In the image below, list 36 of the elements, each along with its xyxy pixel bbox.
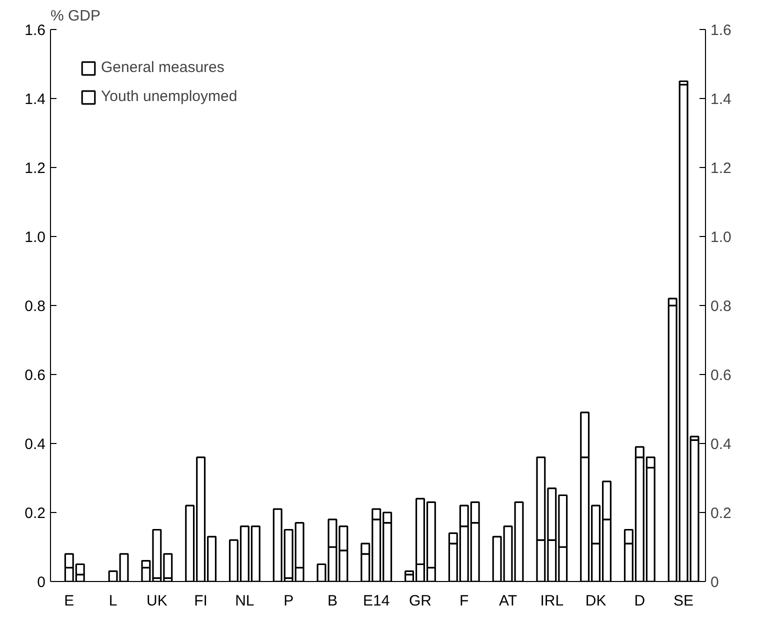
y2-tick-label: 0: [710, 574, 719, 591]
y-tick-label: 0: [37, 574, 46, 591]
x-tick-label: SE: [674, 592, 694, 610]
y2-tick-label: 1.4: [710, 91, 732, 108]
x-tick-label: P: [284, 592, 294, 610]
x-tick-label: F: [460, 592, 469, 610]
x-tick-label: E: [64, 592, 74, 610]
y2-tick-label: 0.8: [710, 298, 732, 315]
y-tick-label: 0.2: [24, 505, 46, 522]
y-tick-label: 1.2: [24, 160, 46, 177]
y-tick-label: 0.6: [24, 367, 46, 384]
x-tick-label: AT: [498, 592, 518, 610]
x-tick-label: GR: [408, 592, 432, 610]
y-tick-label: 1.6: [24, 22, 46, 39]
y-tick-label: 1.4: [24, 91, 46, 108]
legend-label: Youth unemploymed: [101, 88, 238, 105]
y2-tick-label: 1.0: [710, 229, 732, 246]
x-tick-label: FI: [194, 592, 208, 610]
y2-tick-label: 1.6: [710, 22, 732, 39]
legend-label: General measures: [101, 59, 224, 76]
y-axis-title: % GDP: [50, 8, 101, 24]
x-tick-label: NL: [235, 592, 254, 610]
y2-tick-label: 1.2: [710, 160, 732, 177]
y-tick-label: 0.8: [24, 298, 46, 315]
y-tick-label: 1.0: [24, 229, 46, 246]
y-tick-label: 0.4: [24, 436, 46, 453]
x-tick-label: E14: [363, 592, 390, 610]
y2-tick-label: 0.4: [710, 436, 732, 453]
y2-tick-label: 0.2: [710, 505, 732, 522]
x-tick-label: DK: [585, 592, 606, 610]
y2-tick-label: 0.6: [710, 367, 732, 384]
x-tick-label: B: [327, 592, 338, 610]
x-tick-label: D: [634, 592, 646, 610]
x-tick-label: L: [108, 592, 118, 610]
x-tick-label: UK: [146, 592, 168, 610]
x-tick-label: IRL: [540, 592, 564, 610]
